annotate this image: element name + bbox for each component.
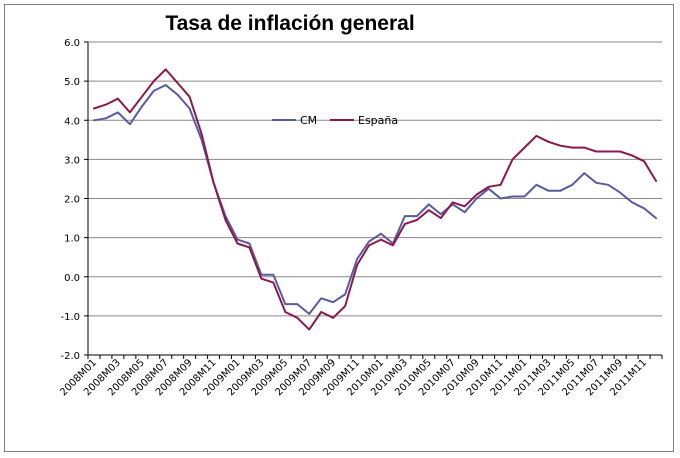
y-tick-label: 2.0 xyxy=(64,195,80,206)
y-tick-label: 1.0 xyxy=(64,234,80,245)
y-tick-label: -1.0 xyxy=(60,312,80,323)
series-line-cm xyxy=(93,84,657,315)
legend-label-cm: CM xyxy=(300,114,317,127)
chart-frame xyxy=(4,4,674,452)
series-line-espa-a xyxy=(93,68,657,331)
chart-title: Tasa de inflación general xyxy=(165,12,415,35)
y-tick-label: 3.0 xyxy=(64,155,80,166)
series-layer xyxy=(93,68,657,331)
legend-label-espa-a: España xyxy=(358,114,398,127)
y-tick-label: 0.0 xyxy=(64,273,80,284)
y-tick-label: 4.0 xyxy=(64,116,80,127)
legend: CM España xyxy=(272,114,398,127)
grid-layer xyxy=(88,41,662,356)
y-tick-label: 6.0 xyxy=(64,38,80,49)
y-tick-label: -2.0 xyxy=(60,351,80,362)
y-tick-label: 5.0 xyxy=(64,77,80,88)
axes-layer: -2.0-1.00.01.02.03.04.05.06.02008M012008… xyxy=(58,38,663,398)
